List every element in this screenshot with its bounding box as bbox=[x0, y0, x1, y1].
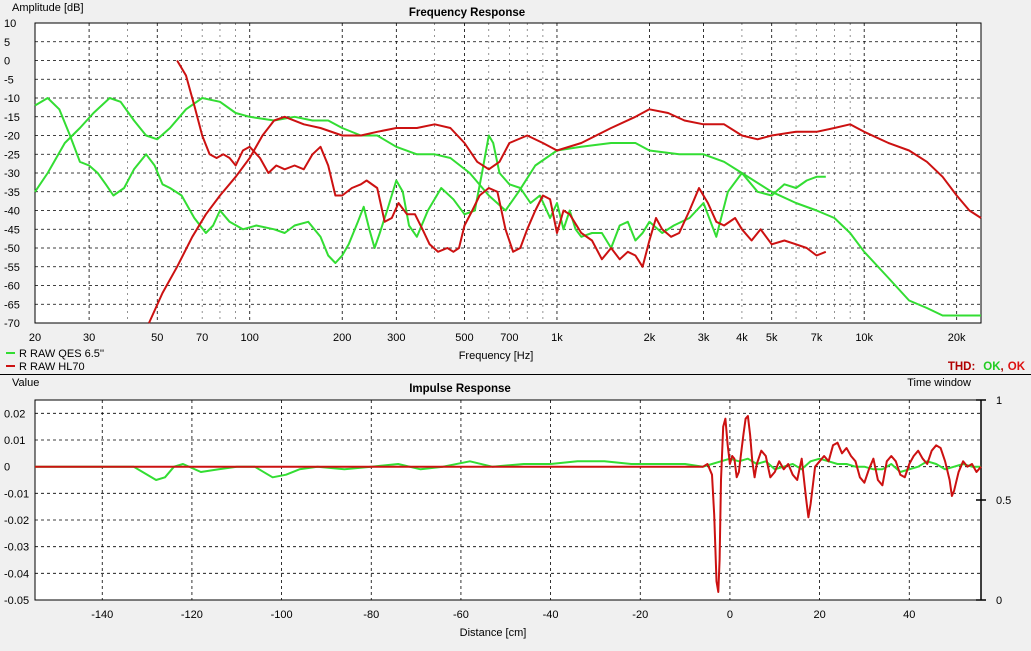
fr-x-tick-label: 20k bbox=[948, 332, 966, 344]
fr-x-tick-label: 30 bbox=[83, 332, 95, 344]
fr-x-tick-label: 100 bbox=[241, 332, 259, 344]
ir-series bbox=[35, 415, 982, 593]
fr-y-tick-label: -50 bbox=[4, 243, 20, 255]
ir-y-tick-label: 0 bbox=[4, 462, 10, 474]
fr-y-tick-label: -10 bbox=[4, 93, 20, 105]
fr-y-tick-label: -70 bbox=[4, 318, 20, 330]
fr-x-tick-label: 20 bbox=[29, 332, 41, 344]
fr-y-tick-label: -40 bbox=[4, 206, 20, 218]
legend-item-qes[interactable]: R RAW QES 6.5'' bbox=[6, 348, 104, 360]
fr-x-tick-label: 70 bbox=[196, 332, 208, 344]
fr-grid bbox=[35, 23, 981, 323]
fr-y-tick-label: -65 bbox=[4, 299, 20, 311]
fr-x-tick-label: 10k bbox=[855, 332, 873, 344]
thd-ok-1: OK bbox=[983, 361, 1001, 373]
ir-y-tick-label: -0.02 bbox=[4, 515, 29, 527]
ir-x-tick-label: 20 bbox=[813, 609, 825, 621]
ir-ylabel-right: Time window bbox=[907, 377, 971, 389]
ir-x-tick-label: -20 bbox=[632, 609, 648, 621]
legend-label-qes: R RAW QES 6.5'' bbox=[19, 348, 104, 360]
fr-title: Frequency Response bbox=[409, 7, 525, 19]
fr-x-tick-label: 500 bbox=[455, 332, 473, 344]
ir-x-tick-label: -100 bbox=[271, 609, 293, 621]
ir-right-axis: 10.50 bbox=[976, 395, 1011, 607]
fr-x-tick-label: 200 bbox=[333, 332, 351, 344]
fr-series bbox=[34, 59, 982, 324]
fr-x-tick-label: 50 bbox=[151, 332, 163, 344]
fr-series-line bbox=[176, 59, 827, 268]
fr-x-tick-label: 1k bbox=[551, 332, 563, 344]
ir-x-tick-label: -60 bbox=[453, 609, 469, 621]
ir-y-tick-labels: 0.02 0.01 0 -0.01 -0.02 -0.03 -0.04 -0.05 bbox=[4, 408, 29, 607]
fr-x-tick-label: 4k bbox=[736, 332, 748, 344]
thd-status: THD: OK, OK bbox=[948, 361, 1026, 373]
frequency-response-panel: Amplitude [dB] Frequency Response 1050-5… bbox=[4, 2, 1026, 373]
legend-label-hl70: R RAW HL70 bbox=[19, 361, 85, 373]
fr-series-line bbox=[148, 108, 982, 324]
ir-series-line bbox=[35, 415, 982, 593]
fr-x-tick-label: 7k bbox=[811, 332, 823, 344]
fr-xlabel: Frequency [Hz] bbox=[459, 350, 534, 362]
ir-y-tick-label: -0.04 bbox=[4, 568, 29, 580]
fr-y-tick-label: -15 bbox=[4, 112, 20, 124]
ir-x-tick-label: -80 bbox=[363, 609, 379, 621]
legend-item-hl70[interactable]: R RAW HL70 bbox=[6, 361, 85, 373]
ir-x-tick-labels: -140 -120 -100 -80 -60 -40 -20 0 20 40 bbox=[91, 609, 915, 621]
ir-y-tick-label: -0.01 bbox=[4, 488, 29, 500]
ir-plot-area bbox=[34, 399, 982, 601]
ir-x-tick-label: -40 bbox=[543, 609, 559, 621]
ir-y-tick-label: 0.01 bbox=[4, 435, 25, 447]
fr-y-tick-label: -5 bbox=[4, 74, 14, 86]
ir-title: Impulse Response bbox=[409, 383, 511, 395]
ir-right-tick-label: 0.5 bbox=[996, 495, 1011, 507]
ir-x-tick-label: -120 bbox=[181, 609, 203, 621]
fr-y-tick-labels: 10 5 0 -5 -10 -15 -20 -25 -30 -35 -40 -45 -50 -55 -60 -… bbox=[4, 18, 20, 330]
fr-x-tick-label: 5k bbox=[766, 332, 778, 344]
ir-y-tick-label: -0.03 bbox=[4, 542, 29, 554]
ir-x-tick-label: -140 bbox=[91, 609, 113, 621]
ir-xlabel: Distance [cm] bbox=[460, 627, 527, 639]
ir-x-tick-label: 40 bbox=[903, 609, 915, 621]
thd-ok-2: OK bbox=[1008, 361, 1026, 373]
fr-ylabel: Amplitude [dB] bbox=[12, 2, 84, 14]
ir-y-tick-label: -0.05 bbox=[4, 595, 29, 607]
fr-x-tick-label: 2k bbox=[644, 332, 656, 344]
fr-y-tick-label: 10 bbox=[4, 18, 16, 30]
impulse-response-panel: Value Impulse Response Time window 0.020… bbox=[4, 377, 1011, 639]
fr-x-tick-label: 3k bbox=[698, 332, 710, 344]
fr-y-tick-label: 0 bbox=[4, 56, 10, 68]
fr-y-tick-label: -30 bbox=[4, 168, 20, 180]
fr-x-tick-label: 700 bbox=[500, 332, 518, 344]
thd-separator: , bbox=[1001, 361, 1004, 373]
fr-x-tick-label: 300 bbox=[387, 332, 405, 344]
fr-series-line bbox=[34, 97, 981, 317]
fr-y-tick-label: 5 bbox=[4, 37, 10, 49]
fr-y-tick-label: -55 bbox=[4, 262, 20, 274]
fr-y-tick-label: -20 bbox=[4, 131, 20, 143]
fr-y-tick-label: -35 bbox=[4, 187, 20, 199]
thd-label: THD: bbox=[948, 361, 975, 373]
fr-x-tick-labels: 20 30 50 70 100 200 300 500 700 1k 2k 3k 4k 5k 7k 10k 20… bbox=[29, 332, 966, 344]
fr-y-tick-label: -45 bbox=[4, 224, 20, 236]
ir-ylabel: Value bbox=[12, 377, 39, 389]
fr-legend: R RAW QES 6.5'' R RAW HL70 bbox=[6, 348, 104, 373]
ir-x-tick-label: 0 bbox=[727, 609, 733, 621]
ir-y-tick-label: 0.02 bbox=[4, 408, 25, 420]
ir-right-tick-label: 0 bbox=[996, 595, 1002, 607]
ir-right-tick-label: 1 bbox=[996, 395, 1002, 407]
fr-y-tick-label: -60 bbox=[4, 281, 20, 293]
fr-y-tick-label: -25 bbox=[4, 149, 20, 161]
